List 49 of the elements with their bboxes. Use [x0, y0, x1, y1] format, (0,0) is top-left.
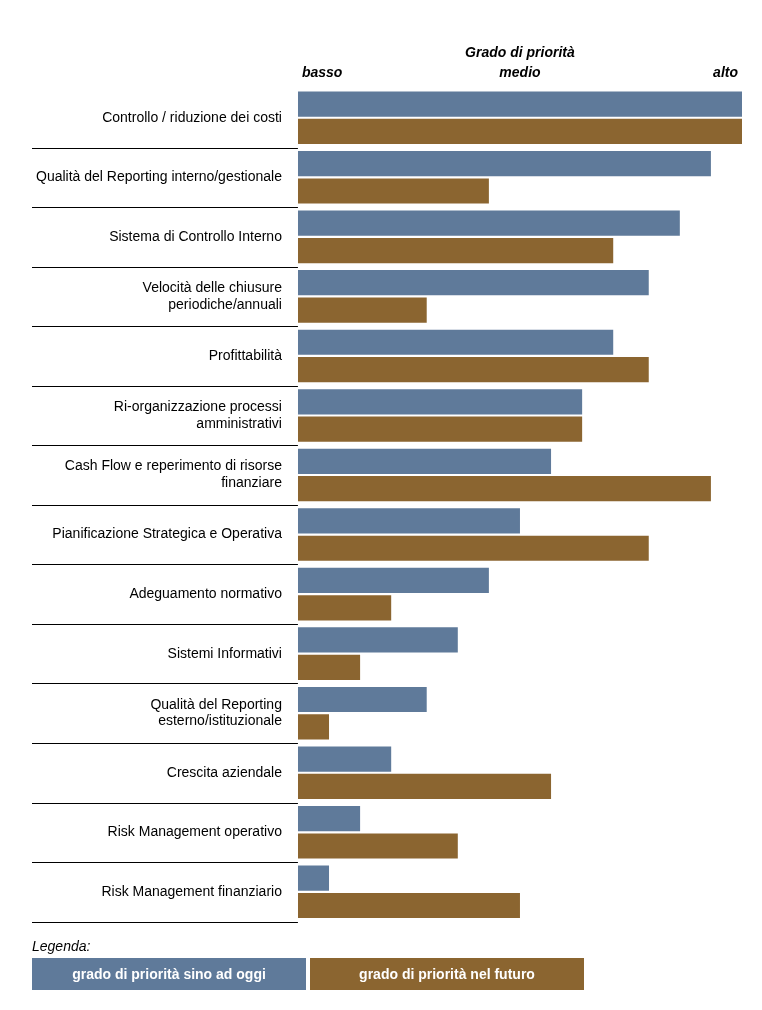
bar [297, 714, 330, 740]
bar [297, 237, 614, 264]
text: medio [499, 63, 542, 80]
x-axis-title: Grado di priorità [465, 43, 576, 60]
bar [297, 329, 614, 355]
bar [297, 270, 649, 296]
y-tick-label: Ri-organizzazione processi amministrativi [113, 397, 282, 431]
bar [297, 91, 742, 117]
y-tick-label: Sistemi Informativi [167, 644, 282, 661]
y-tick-label: Risk Management operativo [107, 823, 283, 840]
y-tick-label: Adeguamento normativo [129, 584, 283, 601]
bar [297, 686, 427, 713]
bar [297, 595, 392, 621]
bar [297, 892, 520, 919]
bar [297, 210, 680, 236]
y-tick-label: Pianificazione Strategica e Operativa [52, 525, 283, 542]
y-tick-label: Sistema di Controllo Interno [109, 227, 283, 244]
bar [297, 416, 583, 442]
bar [297, 357, 649, 383]
bar [297, 118, 742, 145]
y-tick-label: Risk Management finanziario [101, 882, 283, 899]
y-tick-label: Crescita aziendale [166, 763, 283, 780]
text: grado di priorità sino ad oggi [72, 966, 266, 982]
bar [297, 476, 711, 502]
bar [297, 535, 649, 561]
bar [297, 508, 520, 534]
bar [297, 178, 489, 204]
y-tick-label: Qualità del Reporting interno/gestionale [36, 168, 283, 185]
bar [297, 833, 458, 859]
y-tick-label: Profittabilità [208, 346, 283, 363]
bar [297, 865, 330, 891]
bar [297, 805, 361, 832]
y-tick-label: Cash Flow e reperimento di risorse finanziare [64, 457, 283, 491]
text: alto [713, 63, 739, 80]
bar [297, 151, 711, 177]
bar [297, 389, 583, 415]
bar [297, 746, 392, 772]
y-tick-label: Velocità delle chiusure periodiche/annuali [142, 278, 283, 312]
bar [297, 627, 458, 653]
y-tick-label: Controllo / riduzione dei costi [102, 108, 282, 125]
bar [297, 567, 489, 594]
text: basso [301, 63, 343, 80]
bar [297, 773, 552, 800]
text: grado di priorità nel futuro [359, 966, 535, 982]
y-tick-label: Qualità del Reporting esterno/istituzionale [150, 695, 283, 729]
bar [297, 654, 361, 680]
bar [297, 448, 552, 474]
legend-title: Legenda: [32, 938, 92, 954]
bar [297, 297, 427, 323]
